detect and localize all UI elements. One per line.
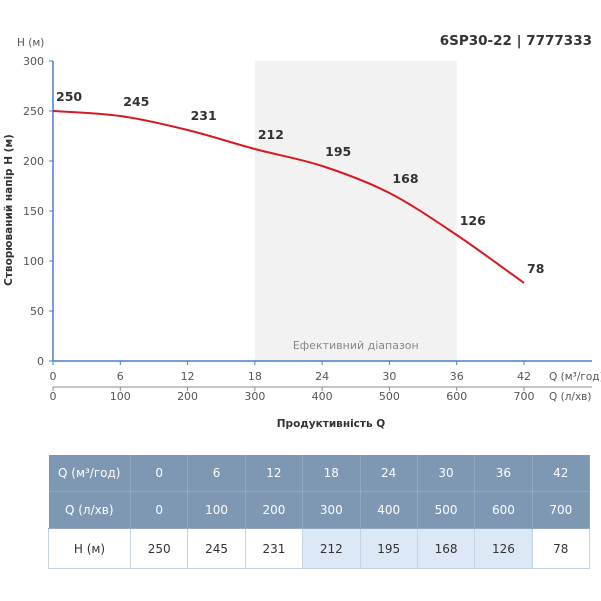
head-curve-line xyxy=(52,110,525,284)
x-secondary-tick-label: 300 xyxy=(244,390,265,403)
data-label: 250 xyxy=(56,89,82,104)
efficient-range-label: Ефективний діапазон xyxy=(293,339,419,352)
row-label: Q (м³/год) xyxy=(48,455,131,492)
x-secondary-tick-label: 0 xyxy=(50,390,57,403)
table-cell: 30 xyxy=(417,455,476,492)
data-label: 195 xyxy=(325,144,351,159)
y-tick-label: 50 xyxy=(30,305,44,318)
y-tick-label: 100 xyxy=(23,255,44,268)
x-primary-tick-label: 30 xyxy=(382,370,396,383)
x-secondary-unit: Q (л/хв) xyxy=(549,391,591,403)
table-cell: 168 xyxy=(416,528,476,569)
table-cell: 195 xyxy=(359,528,418,569)
table-cell: 600 xyxy=(474,491,533,529)
model-title: 6SP30-22 | 7777333 xyxy=(440,33,592,49)
table-cell: 24 xyxy=(360,455,418,492)
x-primary-tick-label: 24 xyxy=(315,370,329,383)
x-primary-unit: Q (м³/год) xyxy=(549,371,601,383)
table-row: Q (м³/год) 0 6 12 18 24 30 36 42 xyxy=(48,455,591,492)
x-axis-title: Продуктивність Q xyxy=(277,418,386,430)
x-secondary-tick-label: 200 xyxy=(177,390,198,403)
y-tick-label: 250 xyxy=(23,105,44,118)
table-cell: 250 xyxy=(129,528,189,569)
data-label: 78 xyxy=(527,261,544,276)
x-secondary-tick-label: 400 xyxy=(312,390,333,403)
table-cell: 126 xyxy=(474,528,533,569)
table-cell: 212 xyxy=(302,528,361,569)
table-cell: 700 xyxy=(532,491,591,529)
data-label: 126 xyxy=(460,213,486,228)
table-cell: 0 xyxy=(130,491,189,529)
table-cell: 231 xyxy=(244,528,304,569)
y-axis-title: Створюваний напір H (м) xyxy=(3,134,15,286)
y-tick-label: 0 xyxy=(37,355,44,368)
x-secondary-tick-label: 100 xyxy=(110,390,131,403)
x-secondary-tick-label: 600 xyxy=(446,390,467,403)
table-cell: 78 xyxy=(531,528,591,569)
efficient-range-band xyxy=(254,61,457,361)
table-cell: 245 xyxy=(187,528,246,569)
x-primary-tick-label: 18 xyxy=(248,370,262,383)
y-axis-unit: H (м) xyxy=(17,37,44,49)
x-secondary-tick-label: 500 xyxy=(379,390,400,403)
table-cell: 500 xyxy=(417,491,476,529)
data-label: 245 xyxy=(123,94,149,109)
table-cell: 36 xyxy=(474,455,533,492)
table-cell: 18 xyxy=(302,455,361,492)
data-label: 231 xyxy=(191,108,217,123)
x-primary-tick-label: 42 xyxy=(517,370,531,383)
x-secondary-tick-label: 700 xyxy=(514,390,535,403)
table-row: H (м) 250 245 231 212 195 168 126 78 xyxy=(48,528,591,569)
x-primary-tick-label: 12 xyxy=(181,370,195,383)
performance-table: Q (м³/год) 0 6 12 18 24 30 36 42 Q (л/хв) 0 100 200 3… xyxy=(48,455,591,569)
table-cell: 300 xyxy=(302,491,361,529)
data-label: 168 xyxy=(392,171,418,186)
x-primary-tick-label: 0 xyxy=(50,370,57,383)
row-label: Q (л/хв) xyxy=(48,491,131,529)
x-primary-tick-label: 6 xyxy=(117,370,124,383)
table-row: Q (л/хв) 0 100 200 300 400 500 600 700 xyxy=(48,491,591,529)
table-cell: 200 xyxy=(245,491,304,529)
data-label: 212 xyxy=(258,127,284,142)
table-cell: 42 xyxy=(532,455,591,492)
table-cell: 0 xyxy=(130,455,189,492)
table-cell: 12 xyxy=(245,455,304,492)
x-primary-tick-label: 36 xyxy=(450,370,464,383)
y-tick-label: 150 xyxy=(23,205,44,218)
row-label: H (м) xyxy=(48,528,131,569)
y-tick-label: 200 xyxy=(23,155,44,168)
table-cell: 100 xyxy=(187,491,246,529)
table-cell: 400 xyxy=(360,491,418,529)
table-cell: 6 xyxy=(187,455,246,492)
y-tick-label: 300 xyxy=(23,55,44,68)
